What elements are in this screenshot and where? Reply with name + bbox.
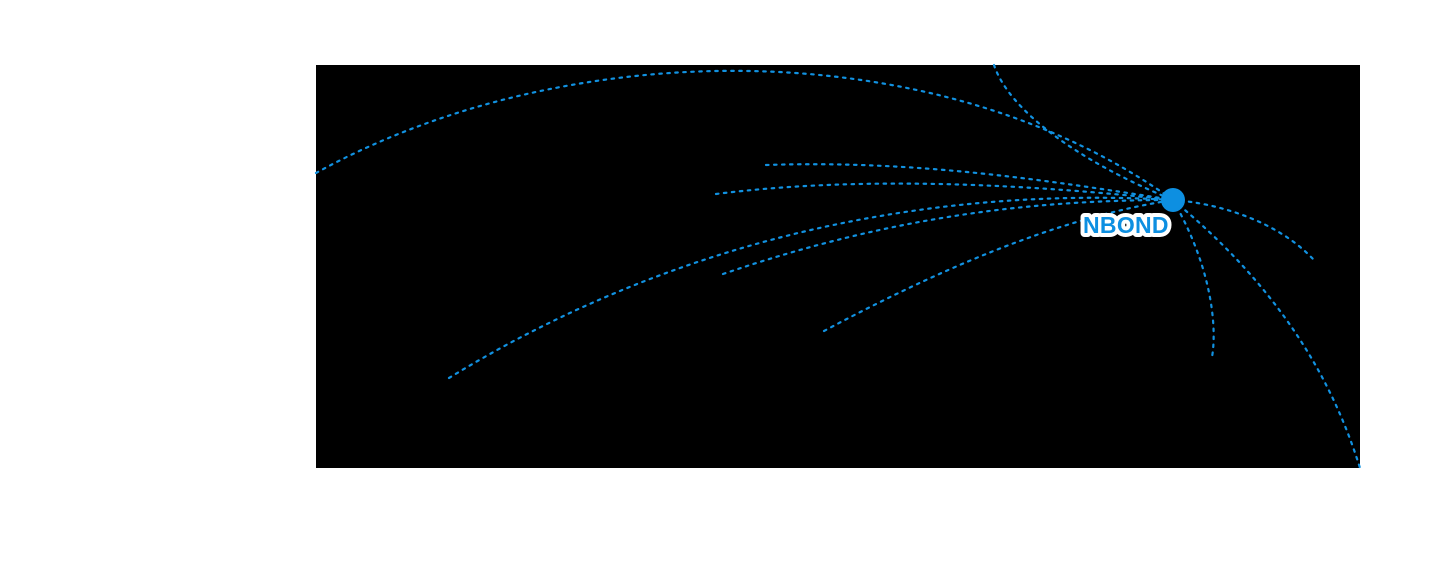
svg-text:NBOND: NBOND — [1083, 212, 1169, 238]
